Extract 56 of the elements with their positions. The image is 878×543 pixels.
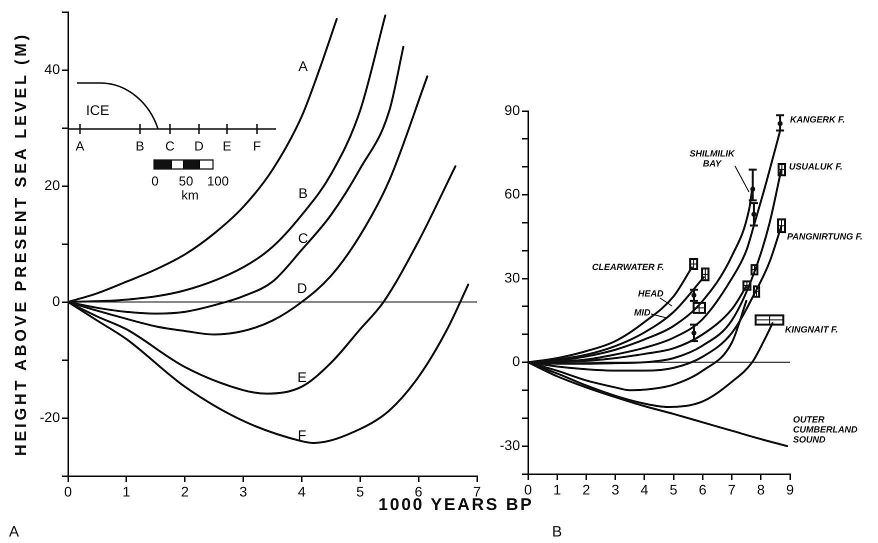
text: SHILMILIK BAY bbox=[690, 148, 736, 168]
annotation: C bbox=[165, 138, 175, 154]
x-tick-label: 4 bbox=[640, 481, 649, 498]
x-tick-label: 5 bbox=[356, 483, 364, 500]
annotation: F bbox=[253, 138, 261, 154]
y-tick-label: 20 bbox=[44, 176, 60, 193]
series-label: OUTER CUMBERLAND SOUND bbox=[793, 414, 858, 444]
annotation: D bbox=[194, 138, 204, 154]
y-tick-label: -20 bbox=[40, 408, 60, 425]
annotation: A bbox=[76, 138, 84, 154]
x-tick-label: 3 bbox=[239, 483, 248, 500]
series-label: PANGNIRTUNG F. bbox=[787, 231, 863, 242]
annotation: E bbox=[222, 138, 232, 154]
series-label: E bbox=[297, 368, 307, 385]
x-tick-label: 0 bbox=[524, 481, 532, 498]
annotation: 0 bbox=[151, 174, 159, 188]
legend-label: MID bbox=[634, 307, 651, 318]
annotation: CLEARWATER F. bbox=[592, 262, 664, 272]
x-tick-label: 4 bbox=[298, 483, 306, 500]
y-tick-label: 0 bbox=[512, 353, 520, 370]
x-tick-label: 8 bbox=[756, 481, 765, 498]
x-tick-label: 7 bbox=[728, 481, 736, 498]
x-tick-label: 0 bbox=[64, 483, 72, 500]
y-tick-label: 30 bbox=[504, 269, 520, 286]
series-label: B bbox=[298, 184, 308, 201]
x-tick-label: 6 bbox=[698, 481, 707, 498]
annotation: 100 bbox=[207, 174, 229, 188]
annotation: 50 bbox=[178, 174, 194, 188]
series-label: D bbox=[296, 280, 308, 296]
series-label: KANGERK F. bbox=[790, 114, 846, 124]
series-label: F bbox=[298, 426, 306, 443]
x-tick-label: 6 bbox=[414, 483, 423, 500]
x-tick-label: 9 bbox=[786, 481, 794, 498]
annotation: ICE bbox=[86, 102, 110, 118]
y-tick-label: 40 bbox=[44, 60, 60, 77]
series-label: KINGNAIT F. bbox=[785, 324, 838, 334]
x-tick-label: 3 bbox=[611, 481, 620, 498]
text: A bbox=[8, 524, 20, 540]
x-tick-label: 1 bbox=[122, 483, 131, 500]
y-axis-title: HEIGHT ABOVE PRESENT SEA LEVEL (M) bbox=[13, 32, 31, 456]
x-tick-label: 2 bbox=[180, 483, 189, 500]
annotation: km bbox=[181, 188, 199, 202]
x-tick-label: 5 bbox=[670, 481, 678, 498]
x-tick-label: 2 bbox=[582, 481, 590, 498]
x-tick-label: 1 bbox=[553, 481, 562, 498]
series-label: HEAD bbox=[638, 288, 664, 298]
y-tick-label: -30 bbox=[500, 436, 520, 453]
text: B bbox=[552, 524, 562, 540]
series-label: USUALUK F. bbox=[789, 161, 842, 172]
series-label: C bbox=[298, 230, 308, 246]
y-tick-label: 90 bbox=[504, 102, 520, 118]
series-label: A bbox=[298, 58, 308, 74]
y-tick-label: 60 bbox=[504, 186, 520, 202]
annotation: B bbox=[136, 138, 144, 154]
y-tick-label: 0 bbox=[52, 292, 60, 309]
x-tick-label: 7 bbox=[473, 483, 482, 500]
